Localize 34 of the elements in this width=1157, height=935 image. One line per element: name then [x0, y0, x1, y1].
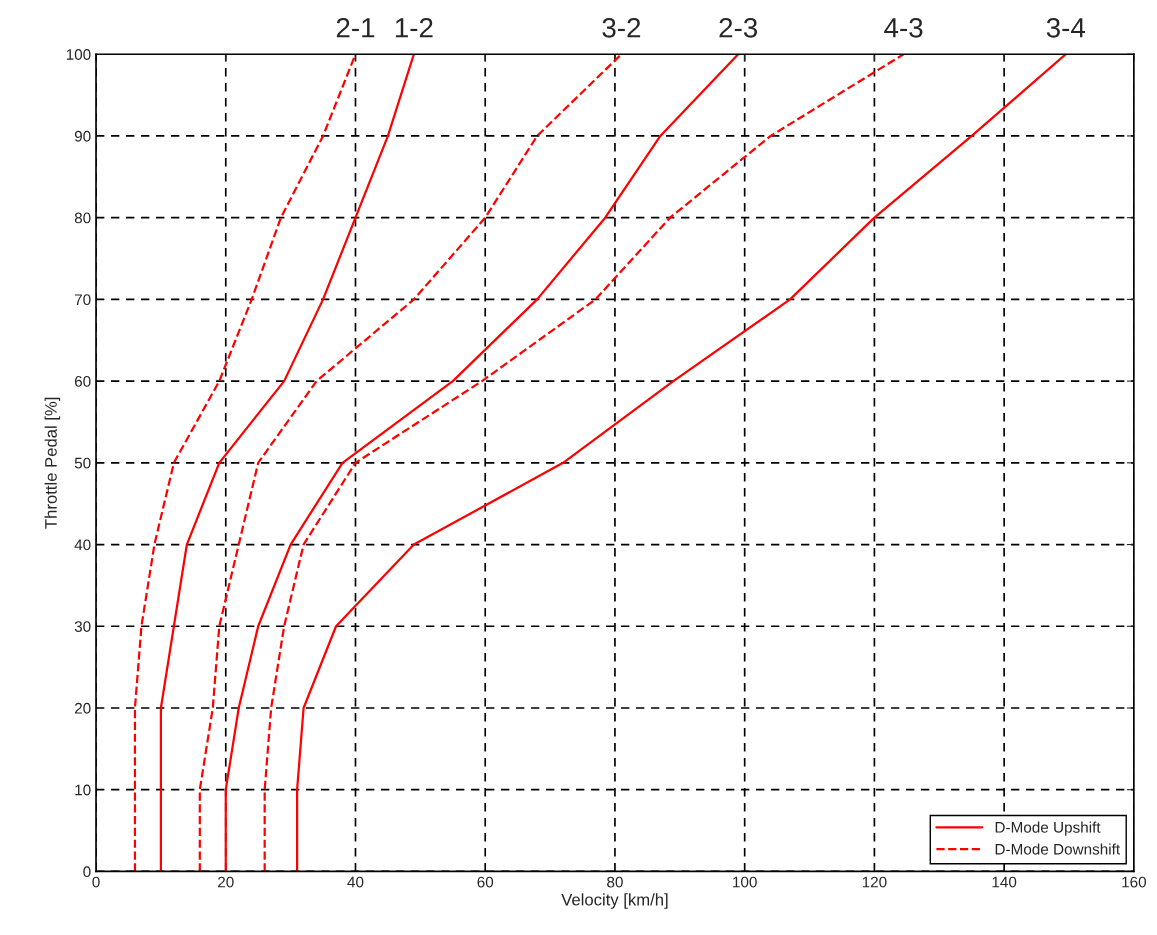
x-tick-label: 120 [862, 876, 887, 888]
annotation: 4-3 [884, 17, 923, 38]
line-series [263, 54, 905, 872]
y-tick-label: 20 [74, 702, 91, 714]
y-tick-label: 90 [74, 130, 91, 142]
y-tick-label: 10 [75, 784, 91, 796]
y-tick-label: 80 [74, 212, 91, 224]
y-tick-label: 40 [74, 539, 91, 551]
y-axis-title: Throttle Pedal [%] [44, 397, 61, 529]
annotation: 2-3 [719, 17, 758, 38]
x-tick-label: 160 [1122, 876, 1147, 888]
y-tick-label: 50 [74, 457, 91, 469]
y-tick-label: 70 [74, 294, 91, 306]
y-tick-label: 100 [66, 49, 91, 60]
legend-label: D-Mode Upshift [995, 821, 1101, 836]
line-series [198, 54, 623, 872]
annotation: 3-2 [602, 17, 641, 38]
x-tick-label: 20 [218, 876, 234, 888]
annotation: 3-4 [1046, 17, 1086, 38]
y-tick-label: 30 [74, 621, 91, 632]
annotation: 2-1 [336, 17, 375, 38]
legend-label: D-Mode Downshift [995, 843, 1120, 855]
x-tick-label: 60 [477, 876, 494, 888]
x-axis-title: Velocity [km/h] [561, 893, 668, 909]
x-tick-label: 40 [347, 876, 364, 888]
x-tick-label: 0 [92, 876, 100, 888]
x-tick-label: 140 [992, 876, 1017, 888]
x-tick-label: 80 [607, 876, 623, 888]
y-tick-label: 60 [74, 375, 91, 387]
line-series [224, 54, 740, 872]
x-tick-label: 100 [733, 876, 757, 888]
y-tick-label: 0 [83, 866, 91, 878]
line-series [159, 54, 415, 872]
annotation: 1-2 [395, 17, 433, 38]
